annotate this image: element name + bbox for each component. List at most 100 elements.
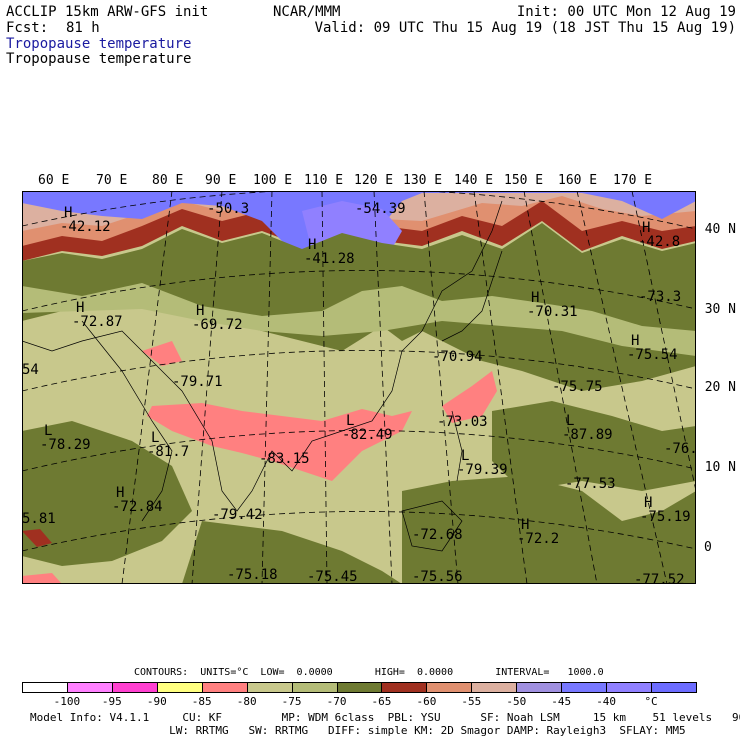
colorbar-tick-label: -75	[281, 695, 302, 708]
colorbar-swatch	[201, 682, 248, 693]
colorbar-tick-label: -40	[596, 695, 617, 708]
lon-label: 100 E	[253, 173, 293, 188]
pressure-center-value: -75.56	[412, 569, 463, 584]
colorbar-swatch	[606, 682, 653, 693]
colorbar-tick-label: -45	[551, 695, 572, 708]
colorbar-swatch	[651, 682, 697, 693]
field-band-cold-1	[147, 403, 412, 481]
pressure-labels: H-42.12-50.3 -54.39H-41.28H-42.8H-72.87H-…	[22, 201, 696, 584]
pressure-center-mark: H	[196, 303, 204, 319]
grid-lon-150	[523, 191, 598, 584]
coastline-india	[81, 320, 173, 522]
grid-lon-140	[473, 191, 528, 584]
pressure-center-value: -81.7	[147, 444, 189, 460]
lat-label: 20 N	[704, 380, 736, 395]
grid-lat-30	[22, 270, 696, 312]
pressure-center-mark: H	[76, 300, 84, 316]
colorbar-swatch	[336, 682, 383, 693]
lon-label: 60 E	[38, 173, 70, 188]
field-band-cold-5	[22, 529, 52, 547]
grid-lon-120	[373, 191, 393, 584]
colorbar-swatch	[471, 682, 518, 693]
colorbar-swatch	[381, 682, 428, 693]
model-info-line-2: LW: RRTMG SW: RRTMG DIFF: simple KM: 2D …	[30, 724, 686, 737]
lon-label: 120 E	[354, 173, 394, 188]
lon-label: 160 E	[558, 173, 598, 188]
colorbar-swatch	[111, 682, 158, 693]
coastline-borneo	[401, 500, 463, 552]
pressure-center-value: -78.29	[40, 437, 91, 453]
field-band-south-3	[492, 401, 696, 491]
field-band-south-4	[182, 521, 402, 584]
grid-lat-0	[22, 511, 696, 552]
pressure-center-mark: H	[521, 517, 529, 533]
fcst-value: 81 h	[66, 20, 100, 36]
pressure-center-value: 54	[22, 362, 39, 378]
field-title-secondary: Tropopause temperature	[6, 51, 192, 67]
grid-lon-80	[121, 191, 173, 584]
coastline-asia	[22, 200, 503, 512]
colorbar-tick-label: °C	[644, 695, 658, 708]
pressure-center-value: -82.49	[342, 427, 393, 443]
pressure-center-mark: L	[151, 430, 159, 446]
field-band-cold-4	[22, 573, 62, 584]
grid-lon-130	[423, 191, 459, 584]
pressure-center-value: -41.28	[304, 251, 355, 267]
pressure-center-value: -75.75	[552, 379, 603, 395]
field-band-cold-3	[142, 341, 182, 366]
pressure-center-value: -75.45	[307, 569, 358, 584]
lat-label: 0	[704, 540, 712, 555]
pressure-center-value: -42.12	[60, 219, 111, 235]
grid-lon-100	[261, 191, 273, 584]
fcst-label: Fcst:	[6, 20, 49, 36]
pressure-center-mark: H	[531, 290, 539, 306]
init-time: Init: 00 UTC Mon 12 Aug 19	[516, 4, 736, 20]
pressure-center-mark: L	[346, 413, 354, 429]
lat-lon-grid	[22, 191, 696, 584]
grid-lon-110	[321, 191, 328, 584]
pressure-center-value: -79.39	[457, 462, 508, 478]
grid-lon-170	[631, 191, 696, 492]
pressure-center-value: -75.19	[640, 509, 691, 525]
lon-label: 140 E	[454, 173, 494, 188]
pressure-center-value: -70.31	[527, 304, 578, 320]
lat-label: 10 N	[704, 460, 736, 475]
pressure-center-value: -83.15	[259, 451, 310, 467]
pressure-center-value: -72.2	[517, 531, 559, 547]
colorbar-tick-label: -85	[191, 695, 212, 708]
lat-label: 40 N	[704, 222, 736, 237]
lon-label: 90 E	[205, 173, 237, 188]
pressure-center-value: -69.72	[192, 317, 243, 333]
tropopause-temperature-map: H-42.12-50.3 -54.39H-41.28H-42.8H-72.87H-…	[22, 191, 696, 584]
field-band-south-1	[22, 421, 192, 566]
pressure-center-value: -73.03	[437, 414, 488, 430]
colorbar-swatch	[561, 682, 608, 693]
pressure-center-value: 5.81	[22, 511, 56, 527]
field-title-primary: Tropopause temperature	[6, 36, 192, 52]
pressure-center-mark: L	[44, 423, 52, 439]
colorbar-swatch	[291, 682, 338, 693]
pressure-center-value: -72.87	[72, 314, 123, 330]
colorbar-swatch	[22, 682, 68, 693]
pressure-center-mark: H	[64, 205, 72, 221]
pressure-center-value: -70.94	[432, 349, 483, 365]
field-band-khaki	[22, 283, 696, 356]
colorbar-tick-label: -60	[416, 695, 437, 708]
colorbar-swatch	[156, 682, 203, 693]
colorbar-swatch	[426, 682, 473, 693]
field-band-south-2	[402, 476, 696, 584]
colorbar-tick-label: -90	[146, 695, 167, 708]
lon-label: 130 E	[403, 173, 443, 188]
colorbar-tick-label: -50	[506, 695, 527, 708]
pressure-center-value: -87.89	[562, 427, 613, 443]
pressure-center-value: -77.53	[565, 476, 616, 492]
grid-lat-40	[22, 191, 696, 230]
grid-lon-90	[191, 191, 223, 584]
colorbar-swatch	[516, 682, 563, 693]
pressure-center-value: -50.3	[207, 201, 249, 217]
lon-label: 150 E	[504, 173, 544, 188]
pressure-center-value: -75.18	[227, 567, 278, 583]
colorbar-tick-label: -70	[326, 695, 347, 708]
contours-info: CONTOURS: UNITS=°C LOW= 0.0000 HIGH= 0.0…	[134, 667, 604, 678]
pressure-center-mark: H	[644, 495, 652, 511]
